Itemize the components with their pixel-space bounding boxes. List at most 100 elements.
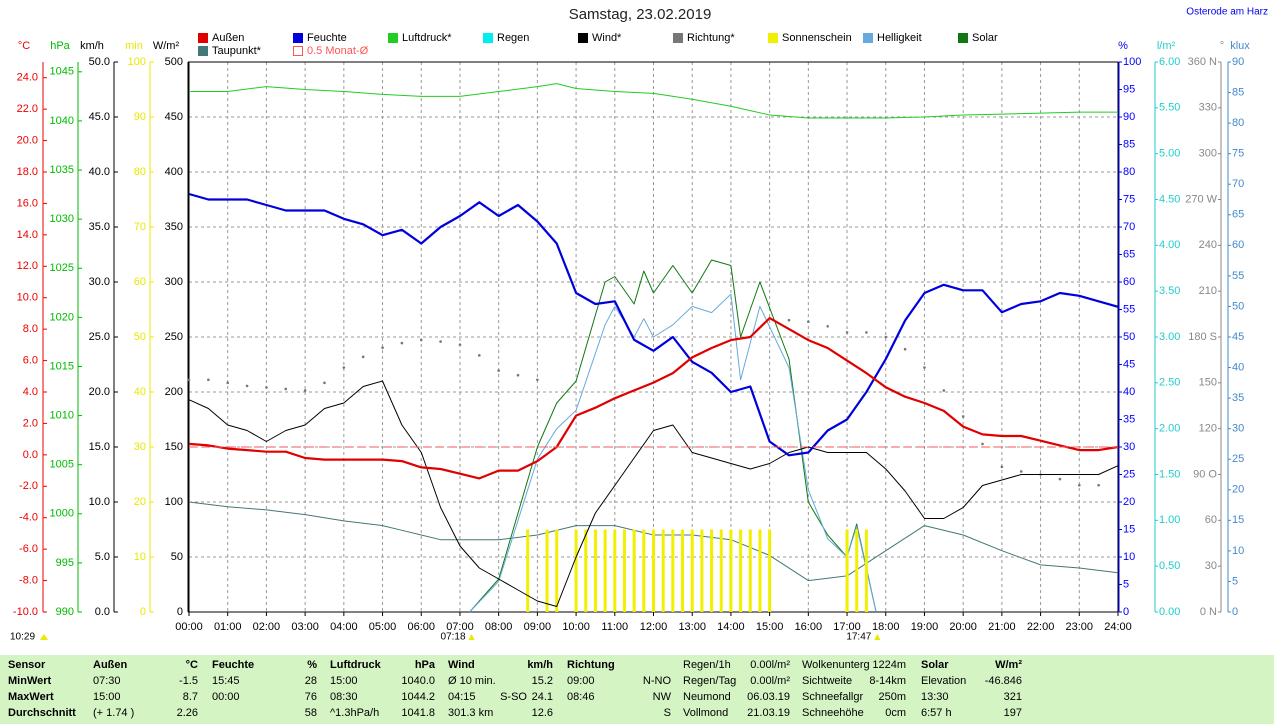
y-tick-label: 80 <box>134 166 146 178</box>
x-tick-label: 12:00 <box>640 621 668 633</box>
y-tick-label: 35.0 <box>89 221 110 233</box>
direction-dot <box>265 386 268 389</box>
x-tick-label: 08:00 <box>485 621 513 633</box>
bar <box>700 529 704 612</box>
bar <box>748 529 752 612</box>
direction-dot <box>245 384 249 388</box>
legend-label: Taupunkt* <box>212 45 262 57</box>
direction-dot <box>1019 470 1023 473</box>
series-line <box>188 501 1119 582</box>
y-tick-label: 6.0 <box>23 354 38 366</box>
bar <box>690 529 694 612</box>
table-header: 1224m <box>872 659 906 671</box>
axis-unit: hPa <box>50 40 70 52</box>
y-tick-label: -10.0 <box>13 606 38 618</box>
y-tick-label: 1020 <box>50 311 74 323</box>
direction-dot <box>865 331 868 334</box>
y-tick-label: 30 <box>134 441 146 453</box>
axis-unit: km/h <box>80 40 104 52</box>
bar <box>845 529 849 612</box>
table-cell: Sichtweite <box>802 675 852 687</box>
series-line <box>188 317 1119 480</box>
x-tick-label: 01:00 <box>214 621 242 633</box>
y-tick-label: 210 <box>1199 285 1217 297</box>
direction-dot <box>458 343 462 346</box>
bar <box>622 529 626 612</box>
y-tick-label: 75 <box>1232 148 1244 160</box>
legend-label: Helligkeit <box>877 32 922 44</box>
direction-dot <box>207 378 210 382</box>
annotation: 17:47 <box>846 632 871 643</box>
y-tick-label: 100 <box>128 56 146 68</box>
legend-swatch <box>388 33 398 43</box>
table-header: Sensor <box>8 659 46 671</box>
table-cell: Schneefallgr <box>802 691 863 703</box>
bar <box>710 529 714 612</box>
legend-label: Feuchte <box>307 32 347 44</box>
table-cell: Neumond <box>683 691 731 703</box>
y-tick-label: 25 <box>1232 453 1244 465</box>
y-tick-label: 6.00 <box>1159 56 1180 68</box>
table-cell: S-SO <box>500 691 527 703</box>
table-cell: (+ 1.74 ) <box>93 707 134 719</box>
x-tick-label: 02:00 <box>253 621 281 633</box>
direction-dot <box>226 381 230 385</box>
y-tick-label: 50.0 <box>89 56 110 68</box>
x-tick-label: 23:00 <box>1066 621 1094 633</box>
x-tick-label: 05:00 <box>369 621 397 633</box>
y-tick-label: 1045 <box>50 66 74 78</box>
table-cell: MaxWert <box>8 691 54 703</box>
x-tick-label: 24:00 <box>1104 621 1132 633</box>
y-tick-label: 350 <box>165 221 183 233</box>
y-tick-label: 1000 <box>50 508 74 520</box>
y-tick-label: 995 <box>56 557 74 569</box>
bar <box>739 529 743 612</box>
y-tick-label: -4.0 <box>19 512 38 524</box>
table-cell: 1044.2 <box>401 691 435 703</box>
legend-swatch <box>673 33 683 43</box>
table-cell: 8.7 <box>183 691 198 703</box>
y-tick-label: 0 <box>1232 606 1238 618</box>
y-tick-label: 30 <box>1205 560 1217 572</box>
table-cell: N-NO <box>643 675 672 687</box>
y-tick-label: 12.0 <box>17 260 38 272</box>
y-tick-label: 40 <box>134 386 146 398</box>
table-cell: 21.03.19 <box>747 707 790 719</box>
y-tick-label: 1.00 <box>1159 514 1180 526</box>
y-tick-label: 250 <box>165 331 183 343</box>
legend-label: Luftdruck* <box>402 32 452 44</box>
table-cell: 0.00l/m² <box>750 675 790 687</box>
legend-label: Regen <box>497 32 529 44</box>
y-tick-label: 4.00 <box>1159 239 1180 251</box>
y-tick-label: 40.0 <box>89 166 110 178</box>
y-tick-label: 55 <box>1123 303 1135 315</box>
y-tick-label: 65 <box>1232 209 1244 221</box>
y-tick-label: 1025 <box>50 262 74 274</box>
table-header: Wolkenunterg <box>802 659 870 671</box>
y-tick-label: 180 S <box>1188 331 1217 343</box>
y-tick-label: 500 <box>165 56 183 68</box>
table-cell: 13:30 <box>921 691 949 703</box>
y-tick-label: 65 <box>1123 248 1135 260</box>
location: Osterode am Harz <box>1186 7 1268 18</box>
y-tick-label: 10 <box>134 551 146 563</box>
direction-dot <box>478 354 481 357</box>
bar <box>642 529 646 612</box>
direction-dot <box>284 387 288 391</box>
x-tick-label: 09:00 <box>524 621 552 633</box>
y-tick-label: 1010 <box>50 409 74 421</box>
y-tick-label: 200 <box>165 386 183 398</box>
direction-dot <box>1077 483 1081 487</box>
table-cell: ^1.3hPa/h <box>330 707 379 719</box>
table-cell: Vollmond <box>683 707 728 719</box>
y-tick-label: 15 <box>1123 523 1135 535</box>
direction-dot <box>1097 483 1100 487</box>
y-tick-label: 40 <box>1123 386 1135 398</box>
y-tick-label: 80 <box>1123 166 1135 178</box>
table-cell: 301.3 km <box>448 707 493 719</box>
legend-swatch <box>293 33 303 43</box>
y-tick-label: 70 <box>134 221 146 233</box>
y-tick-label: 120 <box>1199 423 1217 435</box>
chart-title: Samstag, 23.02.2019 <box>569 6 712 23</box>
y-tick-label: 1030 <box>50 213 74 225</box>
